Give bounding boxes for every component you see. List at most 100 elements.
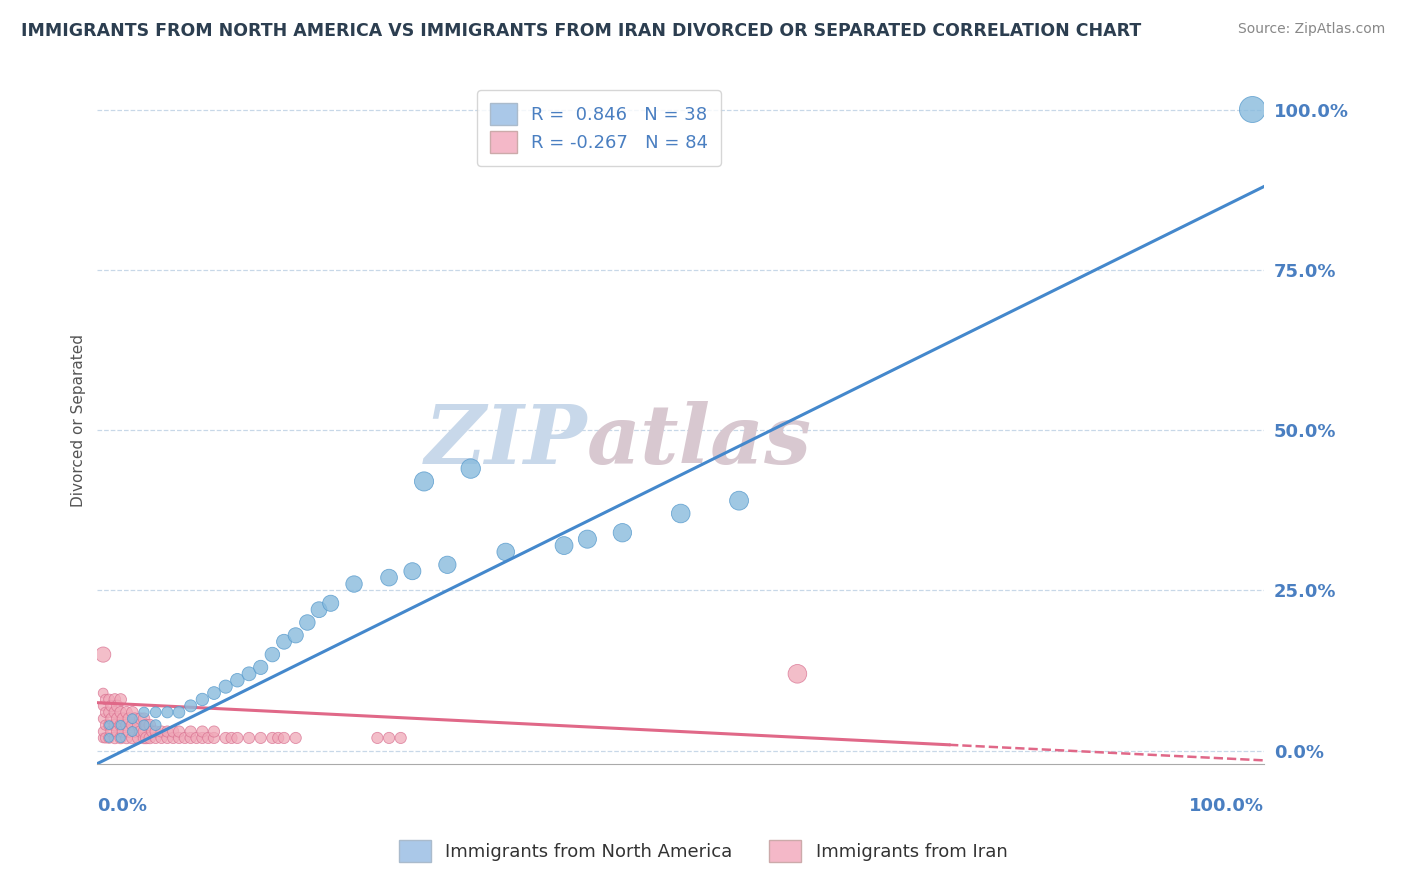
- Point: [132, 706, 155, 720]
- Point: [110, 731, 132, 745]
- Point: [215, 731, 238, 745]
- Point: [139, 731, 162, 745]
- Point: [413, 475, 436, 489]
- Y-axis label: Divorced or Separated: Divorced or Separated: [72, 334, 86, 507]
- Point: [378, 731, 401, 745]
- Point: [297, 615, 319, 630]
- Point: [111, 712, 134, 726]
- Point: [221, 731, 243, 745]
- Point: [728, 493, 751, 508]
- Point: [104, 731, 127, 745]
- Point: [94, 692, 117, 706]
- Point: [132, 731, 155, 745]
- Point: [100, 698, 122, 713]
- Point: [132, 718, 155, 732]
- Point: [553, 539, 575, 553]
- Point: [389, 731, 412, 745]
- Point: [284, 731, 307, 745]
- Point: [145, 706, 167, 720]
- Point: [135, 718, 157, 732]
- Point: [127, 718, 149, 732]
- Point: [98, 718, 121, 732]
- Point: [249, 660, 271, 674]
- Point: [262, 648, 284, 662]
- Point: [150, 731, 173, 745]
- Point: [115, 731, 138, 745]
- Point: [104, 692, 127, 706]
- Point: [129, 724, 152, 739]
- Point: [145, 731, 167, 745]
- Point: [1241, 103, 1264, 117]
- Point: [202, 731, 225, 745]
- Point: [249, 731, 271, 745]
- Point: [118, 712, 141, 726]
- Point: [104, 706, 127, 720]
- Point: [226, 731, 249, 745]
- Point: [115, 718, 138, 732]
- Point: [91, 686, 114, 700]
- Point: [110, 718, 132, 732]
- Point: [186, 731, 208, 745]
- Point: [121, 731, 143, 745]
- Point: [100, 724, 122, 739]
- Point: [238, 731, 260, 745]
- Point: [180, 698, 202, 713]
- Point: [100, 712, 122, 726]
- Point: [145, 724, 167, 739]
- Point: [284, 628, 307, 642]
- Point: [156, 724, 179, 739]
- Point: [202, 724, 225, 739]
- Point: [98, 706, 121, 720]
- Point: [110, 718, 132, 732]
- Point: [104, 718, 127, 732]
- Point: [273, 731, 295, 745]
- Point: [197, 731, 219, 745]
- Point: [460, 461, 482, 475]
- Text: 100.0%: 100.0%: [1189, 797, 1264, 814]
- Point: [191, 724, 214, 739]
- Point: [91, 698, 114, 713]
- Point: [118, 724, 141, 739]
- Point: [91, 724, 114, 739]
- Point: [262, 731, 284, 745]
- Point: [98, 692, 121, 706]
- Point: [167, 706, 190, 720]
- Point: [267, 731, 290, 745]
- Point: [162, 731, 184, 745]
- Point: [215, 680, 238, 694]
- Point: [110, 692, 132, 706]
- Point: [98, 731, 121, 745]
- Point: [135, 731, 157, 745]
- Point: [167, 724, 190, 739]
- Text: atlas: atlas: [588, 401, 813, 481]
- Point: [110, 731, 132, 745]
- Point: [308, 603, 330, 617]
- Point: [150, 724, 173, 739]
- Point: [94, 718, 117, 732]
- Point: [121, 706, 143, 720]
- Point: [124, 724, 146, 739]
- Point: [401, 564, 423, 578]
- Point: [180, 724, 202, 739]
- Text: 0.0%: 0.0%: [97, 797, 148, 814]
- Point: [111, 724, 134, 739]
- Point: [115, 706, 138, 720]
- Text: ZIP: ZIP: [425, 401, 588, 481]
- Point: [129, 712, 152, 726]
- Point: [105, 724, 128, 739]
- Point: [145, 718, 167, 732]
- Point: [378, 571, 401, 585]
- Point: [132, 724, 155, 739]
- Point: [94, 731, 117, 745]
- Point: [273, 634, 295, 648]
- Point: [436, 558, 458, 572]
- Point: [141, 724, 163, 739]
- Point: [105, 698, 128, 713]
- Text: IMMIGRANTS FROM NORTH AMERICA VS IMMIGRANTS FROM IRAN DIVORCED OR SEPARATED CORR: IMMIGRANTS FROM NORTH AMERICA VS IMMIGRA…: [21, 22, 1142, 40]
- Point: [180, 731, 202, 745]
- Point: [94, 706, 117, 720]
- Point: [98, 718, 121, 732]
- Point: [110, 706, 132, 720]
- Point: [91, 731, 114, 745]
- Point: [132, 712, 155, 726]
